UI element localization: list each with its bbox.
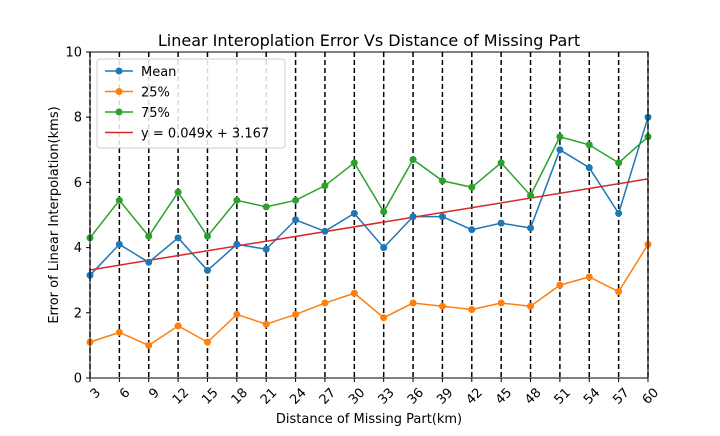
data-point-Mean	[615, 209, 623, 217]
data-point-75%	[380, 208, 388, 216]
legend-label: Mean	[141, 65, 176, 80]
legend-label: y = 0.049x + 3.167	[141, 127, 269, 142]
data-point-Mean	[409, 213, 417, 221]
data-point-25%	[174, 322, 182, 330]
data-point-Mean	[380, 244, 388, 252]
data-point-Mean	[321, 227, 329, 235]
data-point-25%	[409, 299, 417, 307]
series-line-25%	[89, 243, 649, 347]
data-point-Mean	[145, 258, 153, 266]
data-point-75%	[115, 196, 123, 204]
data-point-75%	[497, 159, 505, 167]
data-point-25%	[145, 341, 153, 349]
data-point-Mean	[174, 234, 182, 242]
data-point-75%	[321, 182, 329, 190]
plot-frame	[89, 51, 649, 379]
data-point-25%	[497, 299, 505, 307]
legend-swatch-marker	[115, 108, 123, 116]
data-point-75%	[174, 188, 182, 196]
data-point-25%	[203, 338, 211, 346]
data-point-25%	[292, 310, 300, 318]
data-point-Mean	[556, 146, 564, 154]
data-point-Mean	[350, 209, 358, 217]
legend-swatch-marker	[115, 67, 123, 75]
y-tick-label: 10	[65, 46, 82, 61]
data-point-75%	[556, 133, 564, 141]
data-point-25%	[556, 281, 564, 289]
data-point-75%	[233, 196, 241, 204]
data-point-25%	[615, 288, 623, 296]
data-point-25%	[438, 302, 446, 310]
data-point-25%	[380, 314, 388, 322]
legend-label: 75%	[141, 106, 170, 121]
data-point-25%	[527, 302, 535, 310]
data-point-25%	[262, 320, 270, 328]
data-point-Mean	[438, 213, 446, 221]
y-axis-label: Error of Linear Interpolation(kms)	[47, 106, 62, 323]
data-point-25%	[233, 310, 241, 318]
series-line-Mean	[89, 116, 649, 276]
data-point-75%	[527, 191, 535, 199]
data-point-Mean	[292, 216, 300, 224]
y-tick-label: 8	[74, 111, 82, 126]
data-point-75%	[468, 183, 476, 191]
data-point-Mean	[115, 240, 123, 248]
data-point-75%	[615, 159, 623, 167]
data-point-25%	[585, 273, 593, 281]
data-point-75%	[438, 177, 446, 185]
data-point-75%	[350, 159, 358, 167]
legend: Mean 25% 75% y = 0.049x + 3.167	[96, 58, 286, 149]
y-tick-label: 0	[74, 372, 82, 387]
data-point-Mean	[203, 266, 211, 274]
data-point-25%	[350, 289, 358, 297]
data-point-75%	[145, 232, 153, 240]
data-point-Mean	[585, 164, 593, 172]
data-point-Mean	[527, 224, 535, 232]
legend-label: 25%	[141, 86, 170, 101]
series-line-75%	[89, 135, 649, 239]
data-point-75%	[292, 196, 300, 204]
chart-title: Linear Interoplation Error Vs Distance o…	[158, 31, 580, 50]
fit-line	[89, 178, 649, 271]
y-tick-label: 6	[74, 176, 82, 191]
data-point-25%	[468, 306, 476, 314]
y-tick-label: 4	[74, 241, 82, 256]
legend-box	[96, 58, 286, 149]
data-point-75%	[409, 156, 417, 164]
x-axis-label: Distance of Missing Part(km)	[276, 412, 462, 427]
data-point-25%	[321, 299, 329, 307]
y-axis-ticks: 0 2 4 6 8 10	[65, 46, 90, 387]
legend-swatch-marker	[115, 88, 123, 95]
data-point-Mean	[233, 240, 241, 248]
data-point-75%	[585, 141, 593, 149]
data-point-Mean	[468, 226, 476, 234]
data-point-75%	[262, 203, 270, 211]
data-point-Mean	[262, 245, 270, 253]
data-point-25%	[115, 328, 123, 336]
data-point-Mean	[497, 219, 505, 227]
y-tick-label: 2	[74, 306, 82, 321]
data-point-75%	[203, 232, 211, 240]
series-layer	[86, 113, 652, 349]
